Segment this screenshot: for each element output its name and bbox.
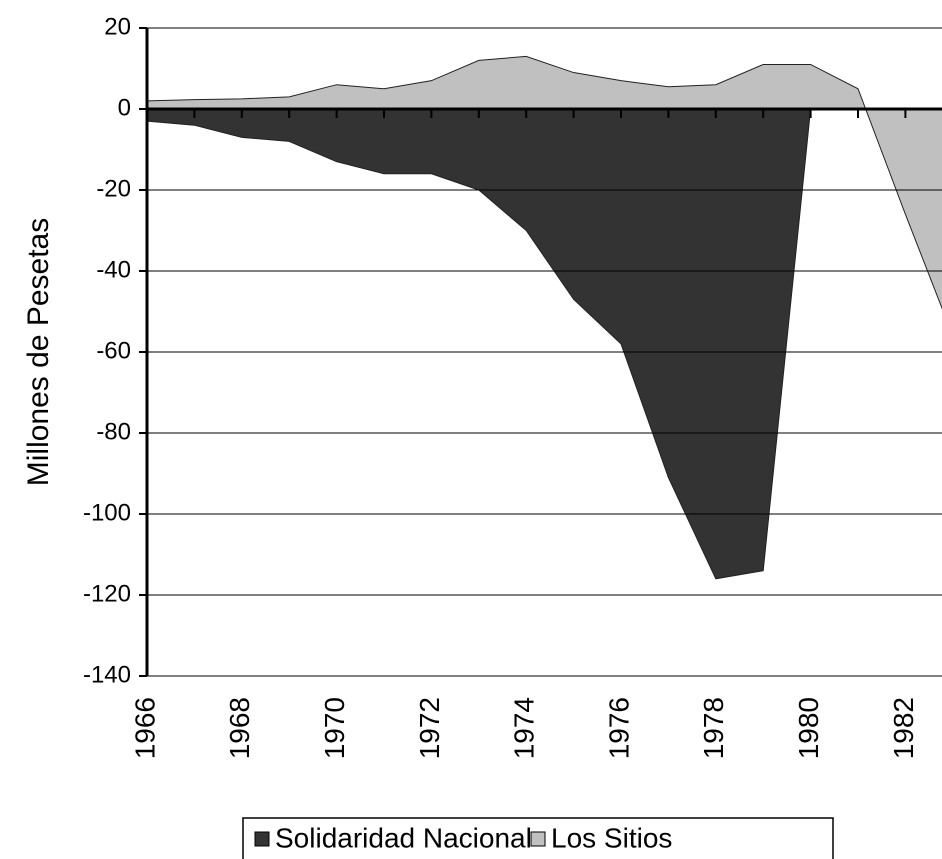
y-axis-label: Millones de Pesetas [22,218,55,486]
y-tick-label: -140 [83,661,131,688]
y-tick-label: -100 [83,499,131,526]
x-tick-label: 1972 [414,697,445,759]
legend-label: Los Sitios [551,822,672,853]
x-tick-label: 1968 [224,697,255,759]
x-tick-label: 1978 [698,697,729,759]
x-tick-label: 1966 [129,697,160,759]
area [147,108,812,580]
legend: Solidaridad Nacional Los Sitios [254,822,672,853]
area [147,55,942,310]
y-tick-label: 0 [118,94,131,121]
legend-label: Solidaridad Nacional [275,822,532,853]
legend-box [242,817,834,859]
x-tick-label: 1980 [793,697,824,759]
y-tick-label: -40 [96,256,131,283]
y-tick-label: -20 [96,175,131,202]
x-tick-label: 1982 [888,697,919,759]
legend-swatch [530,831,546,847]
y-tick-label: -80 [96,418,131,445]
y-tick-label: 20 [104,13,131,40]
axes: -140 -120 -100 -80 -60 -40 -20 0 20 1966 1968 1970 1… [83,13,942,759]
x-tick-label: 1976 [603,697,634,759]
plot-area [147,55,942,580]
x-tick-label: 1974 [509,697,540,759]
y-tick-label: -120 [83,580,131,607]
x-tick-label: 1970 [319,697,350,759]
y-tick-label: -60 [96,337,131,364]
legend-swatch [254,831,270,847]
